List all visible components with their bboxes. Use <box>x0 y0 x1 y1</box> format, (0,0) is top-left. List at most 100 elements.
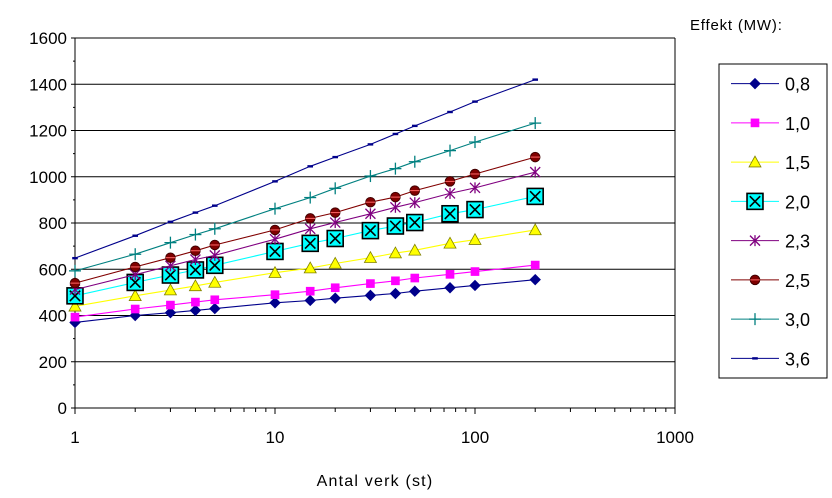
data-point-marker <box>328 256 342 269</box>
data-point-marker <box>189 228 202 241</box>
series-2 <box>68 223 542 312</box>
data-point-marker <box>209 302 221 315</box>
data-point-marker <box>364 208 376 220</box>
data-point-marker <box>365 196 376 208</box>
series-layer <box>66 78 544 329</box>
y-tick-label: 1600 <box>29 29 67 48</box>
data-point-marker <box>130 304 140 314</box>
data-point-marker <box>269 297 281 309</box>
data-point-marker <box>389 162 402 175</box>
legend-item: 1,0 <box>731 114 810 134</box>
data-point-marker <box>301 234 319 253</box>
data-point-marker <box>186 261 205 279</box>
series-4 <box>69 166 541 296</box>
data-point-marker <box>408 155 421 168</box>
data-point-marker <box>409 197 421 209</box>
x-tick-label: 1 <box>70 428 79 447</box>
data-point-marker <box>443 236 457 249</box>
data-point-marker <box>266 242 284 261</box>
data-point-marker <box>749 313 761 326</box>
legend-label: 3,0 <box>785 310 810 330</box>
series-5 <box>69 151 541 289</box>
data-point-marker <box>132 234 139 237</box>
data-point-marker <box>746 192 764 211</box>
series-line <box>74 171 536 291</box>
data-point-marker <box>468 232 482 245</box>
legend-label: 2,0 <box>785 192 810 212</box>
data-point-marker <box>332 155 339 159</box>
data-point-marker <box>469 136 481 149</box>
legend-label: 0,8 <box>785 75 810 95</box>
data-point-marker <box>208 222 221 235</box>
data-point-marker <box>364 170 377 183</box>
series-1 <box>70 260 540 322</box>
data-point-marker <box>444 187 456 199</box>
data-point-marker <box>749 77 761 90</box>
data-point-marker <box>472 100 478 103</box>
data-point-marker <box>329 292 341 304</box>
series-line <box>74 122 536 272</box>
data-point-marker <box>208 275 222 288</box>
series-line <box>74 156 536 284</box>
data-point-marker <box>304 213 316 224</box>
data-point-marker <box>272 180 278 183</box>
series-7 <box>72 78 539 260</box>
data-point-marker <box>363 250 378 263</box>
data-point-marker <box>70 312 80 322</box>
data-point-marker <box>191 297 200 307</box>
y-tick-label: 1000 <box>29 168 67 187</box>
data-point-marker <box>270 290 280 300</box>
legend-item: 3,6 <box>731 349 810 369</box>
data-point-marker <box>392 132 399 136</box>
legend-box <box>718 63 828 379</box>
data-point-marker <box>164 307 177 319</box>
data-point-marker <box>68 299 82 312</box>
data-point-marker <box>304 223 316 235</box>
legend-label: 2,5 <box>785 271 810 291</box>
data-point-marker <box>329 217 341 229</box>
data-point-marker <box>529 151 541 163</box>
data-point-marker <box>469 182 481 194</box>
data-point-marker <box>166 300 175 310</box>
data-point-marker <box>164 236 177 249</box>
data-point-marker <box>532 78 539 81</box>
data-point-marker <box>329 207 341 218</box>
series-line <box>74 229 536 307</box>
data-point-marker <box>189 304 202 317</box>
legend-label: 2,3 <box>785 232 810 252</box>
data-point-marker <box>269 233 281 245</box>
data-point-marker <box>129 248 142 261</box>
data-point-marker <box>165 252 176 263</box>
data-point-marker <box>366 279 375 288</box>
data-point-marker <box>409 285 421 297</box>
data-point-marker <box>470 267 480 276</box>
data-point-marker <box>750 118 760 128</box>
data-point-marker <box>209 249 221 261</box>
data-point-marker <box>529 166 541 178</box>
data-point-marker <box>389 201 401 213</box>
data-point-marker <box>367 143 374 146</box>
series-3 <box>66 187 544 305</box>
legend-item: 2,5 <box>731 271 810 291</box>
data-point-marker <box>305 286 315 296</box>
data-point-marker <box>748 155 762 168</box>
data-point-marker <box>529 117 542 130</box>
data-point-marker <box>192 211 199 214</box>
data-point-marker <box>389 287 402 300</box>
data-point-marker <box>163 283 178 296</box>
data-point-marker <box>410 273 420 283</box>
data-point-marker <box>211 204 218 207</box>
data-point-marker <box>128 289 142 302</box>
data-point-marker <box>444 176 456 187</box>
data-point-marker <box>209 239 221 251</box>
data-point-marker <box>526 187 544 206</box>
legend-item: 1,5 <box>731 153 810 173</box>
data-point-marker <box>469 168 481 180</box>
data-point-marker <box>469 279 481 292</box>
data-point-marker <box>752 357 758 360</box>
y-tick-label: 600 <box>39 260 67 279</box>
x-tick-label: 100 <box>461 428 489 447</box>
data-point-marker <box>530 260 540 270</box>
data-point-marker <box>386 217 405 235</box>
